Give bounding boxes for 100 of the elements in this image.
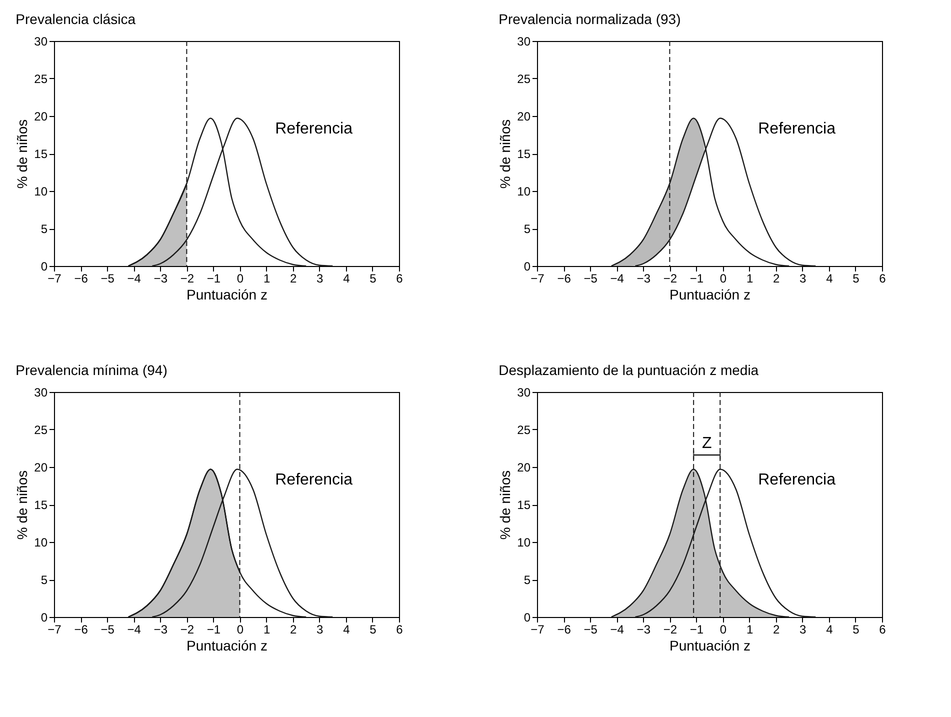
x-axis-title: Puntuación z — [670, 638, 750, 654]
series-label: Referencia — [275, 120, 353, 138]
x-tick-label: −5 — [584, 622, 598, 636]
x-tick-label: −7 — [48, 272, 62, 286]
x-tick-label: 4 — [826, 622, 834, 636]
y-tick-label: 5 — [524, 573, 531, 587]
x-tick-label: −3 — [636, 272, 651, 286]
x-tick-label: −1 — [206, 272, 221, 286]
y-tick-label: 5 — [524, 222, 531, 236]
x-tick-label: 6 — [879, 272, 886, 286]
x-tick-label: 2 — [290, 622, 297, 636]
x-tick-label: −1 — [690, 622, 704, 636]
x-tick-label: 4 — [826, 272, 834, 286]
x-tick-label: −2 — [663, 622, 678, 636]
x-axis-title: Puntuación z — [186, 286, 268, 302]
y-tick-label: 15 — [34, 147, 48, 161]
y-tick-label: 20 — [34, 460, 48, 474]
x-tick-label: −1 — [690, 272, 704, 286]
x-tick-label: 3 — [316, 622, 324, 636]
x-tick-label: −5 — [100, 622, 115, 636]
x-tick-label: 1 — [746, 272, 754, 286]
y-tick-label: 25 — [517, 423, 531, 437]
x-tick-label: 1 — [746, 622, 754, 636]
x-tick-label: −6 — [557, 272, 572, 286]
x-tick-label: 5 — [370, 622, 377, 636]
y-tick-label: 25 — [34, 72, 48, 86]
chart-title: Prevalencia clásica — [16, 11, 136, 27]
x-tick-label: 6 — [396, 272, 404, 286]
x-tick-label: −1 — [206, 622, 221, 636]
x-tick-label: −7 — [48, 622, 62, 636]
x-tick-label: 2 — [773, 622, 780, 636]
annotation: Z — [702, 435, 712, 452]
x-tick-label: −4 — [127, 622, 142, 636]
y-tick-label: 5 — [40, 573, 48, 587]
x-tick-label: 4 — [343, 622, 350, 636]
series-label: Referencia — [758, 471, 836, 488]
x-tick-label: 6 — [396, 622, 404, 636]
y-tick-label: 30 — [517, 34, 531, 48]
x-tick-label: −7 — [530, 272, 545, 286]
x-tick-label: −3 — [154, 622, 168, 636]
y-tick-label: 25 — [517, 72, 531, 86]
x-tick-label: 3 — [800, 272, 807, 286]
y-tick-label: 0 — [40, 610, 48, 624]
x-tick-label: 0 — [236, 622, 244, 636]
chart-title: Desplazamiento de la puntuación z media — [498, 362, 759, 378]
x-tick-label: 6 — [879, 622, 886, 636]
y-tick-label: 0 — [524, 610, 531, 624]
x-tick-label: −6 — [74, 272, 88, 286]
x-tick-label: 0 — [720, 622, 727, 636]
x-tick-label: −2 — [663, 272, 678, 286]
x-tick-label: 2 — [773, 272, 780, 286]
x-tick-label: 2 — [290, 272, 297, 286]
y-axis-title: % de niños — [497, 119, 514, 189]
y-tick-label: 10 — [34, 184, 48, 198]
y-tick-label: 0 — [40, 260, 48, 274]
series-label: Referencia — [758, 120, 836, 138]
y-tick-label: 15 — [517, 498, 531, 512]
series-label: Referencia — [275, 471, 353, 488]
y-axis-title: % de niños — [497, 470, 514, 540]
x-tick-label: −2 — [180, 272, 194, 286]
x-axis-title: Puntuación z — [670, 286, 750, 302]
y-tick-label: 10 — [517, 536, 531, 550]
y-tick-label: 20 — [34, 110, 48, 124]
x-tick-label: −2 — [180, 622, 194, 636]
x-tick-label: 5 — [370, 272, 377, 286]
y-tick-label: 30 — [34, 386, 48, 400]
y-axis-title: % de niños — [14, 470, 30, 540]
x-tick-label: 1 — [263, 272, 270, 286]
x-tick-label: 5 — [852, 622, 860, 636]
x-tick-label: 3 — [316, 272, 324, 286]
x-tick-label: −7 — [530, 622, 545, 636]
chart-title: Prevalencia mínima (94) — [16, 362, 168, 378]
x-tick-label: −6 — [557, 622, 572, 636]
x-tick-label: −3 — [636, 622, 651, 636]
x-tick-label: −3 — [154, 272, 168, 286]
x-tick-label: 4 — [343, 272, 350, 286]
x-tick-label: 1 — [263, 622, 270, 636]
x-tick-label: −5 — [100, 272, 115, 286]
y-tick-label: 20 — [517, 110, 531, 124]
y-axis-title: % de niños — [14, 119, 30, 189]
x-tick-label: 0 — [236, 272, 244, 286]
x-axis-title: Puntuación z — [186, 638, 268, 654]
x-tick-label: −4 — [127, 272, 142, 286]
x-tick-label: 5 — [852, 272, 860, 286]
y-tick-label: 0 — [524, 260, 531, 274]
y-tick-label: 25 — [34, 423, 48, 437]
y-tick-label: 15 — [517, 147, 531, 161]
x-tick-label: −4 — [610, 622, 624, 636]
y-tick-label: 10 — [517, 184, 531, 198]
y-tick-label: 5 — [40, 222, 48, 236]
y-tick-label: 30 — [34, 34, 48, 48]
y-tick-label: 10 — [34, 536, 48, 550]
y-tick-label: 20 — [517, 460, 531, 474]
x-tick-label: 0 — [720, 272, 727, 286]
y-tick-label: 15 — [34, 498, 48, 512]
chart-title: Prevalencia normalizada (93) — [498, 11, 681, 27]
x-tick-label: 3 — [800, 622, 807, 636]
x-tick-label: −6 — [74, 622, 88, 636]
x-tick-label: −4 — [610, 272, 624, 286]
y-tick-label: 30 — [517, 386, 531, 400]
